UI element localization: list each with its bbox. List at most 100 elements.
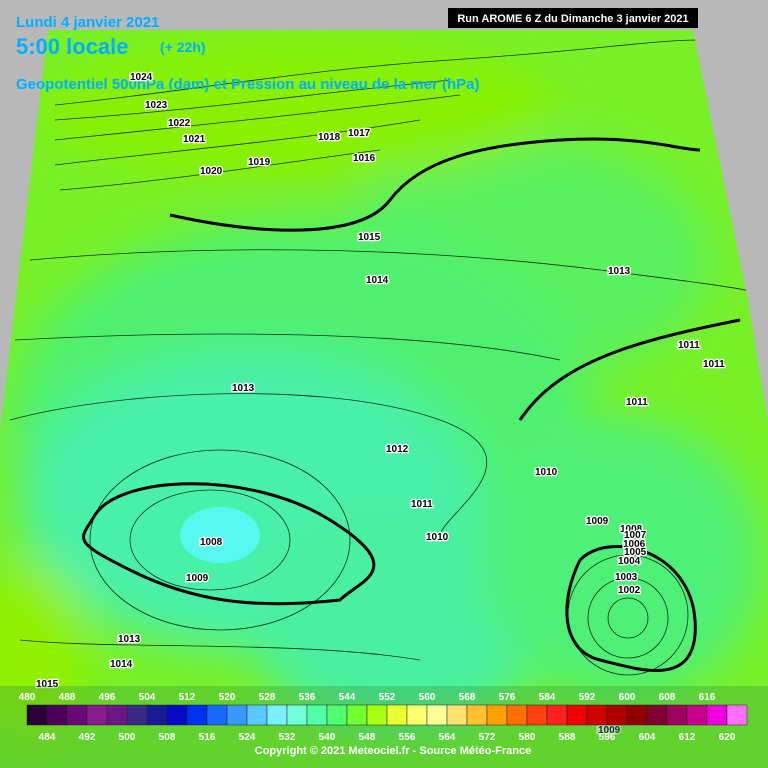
legend-label: 580: [519, 732, 536, 743]
legend-label: 508: [159, 732, 176, 743]
isobar-label: 1010: [426, 532, 449, 543]
legend-label: 536: [299, 692, 316, 703]
copyright: Copyright © 2021 Meteociel.fr - Source M…: [255, 745, 531, 757]
isobar-label: 1012: [386, 444, 409, 455]
legend-label: 492: [79, 732, 96, 743]
legend-swatch: [386, 704, 408, 726]
legend-swatch: [286, 704, 308, 726]
legend-label: 512: [179, 692, 196, 703]
isobar-label: 1011: [678, 340, 700, 351]
legend-swatch: [466, 704, 488, 726]
legend-swatch: [506, 704, 528, 726]
isobar-label: 1016: [353, 153, 376, 164]
legend-swatch: [426, 704, 448, 726]
isobar-label: 1011: [703, 359, 725, 370]
legend-label: 528: [259, 692, 276, 703]
isobar-label: 1008: [620, 524, 643, 535]
legend-swatch: [566, 704, 588, 726]
isobar-label: 1009: [186, 573, 209, 584]
isobar-label: 1008: [200, 537, 223, 548]
legend-label: 568: [459, 692, 476, 703]
legend-label: 516: [199, 732, 216, 743]
legend-label: 524: [239, 732, 256, 743]
isobar-label: 1002: [618, 585, 641, 596]
legend-swatch: [706, 704, 728, 726]
isobar-label: 1024: [130, 72, 153, 83]
legend-label: 544: [339, 692, 356, 703]
legend-label: 560: [419, 692, 436, 703]
legend-swatch: [526, 704, 548, 726]
legend-swatch: [66, 704, 88, 726]
legend-label: 612: [679, 732, 696, 743]
legend-swatch: [86, 704, 108, 726]
legend-swatch: [266, 704, 288, 726]
isobar-label: 1018: [318, 132, 341, 143]
isobar-label: 1014: [110, 659, 133, 670]
isobar-label: 1006: [623, 539, 646, 550]
legend-label: 608: [659, 692, 676, 703]
legend-label: 480: [19, 692, 36, 703]
isobar-label: 1003: [615, 572, 638, 583]
legend-swatch: [206, 704, 228, 726]
legend-label: 600: [619, 692, 636, 703]
isobar-label: 1013: [118, 634, 141, 645]
isobar-label: 1019: [248, 157, 271, 168]
isobar-label: 1017: [348, 128, 371, 139]
legend-swatch: [486, 704, 508, 726]
legend-swatch: [186, 704, 208, 726]
legend-swatch: [366, 704, 388, 726]
legend-label: 572: [479, 732, 496, 743]
date: Lundi 4 janvier 2021: [16, 14, 159, 31]
legend-swatch: [326, 704, 348, 726]
legend-swatch: [106, 704, 128, 726]
legend-band: [0, 686, 768, 768]
legend-label: 556: [399, 732, 416, 743]
legend-label: 504: [139, 692, 156, 703]
isobar-label: 1023: [145, 100, 168, 111]
isobar-label: 1013: [608, 266, 631, 277]
legend-label: 532: [279, 732, 296, 743]
legend-label: 620: [719, 732, 736, 743]
legend-swatch: [646, 704, 668, 726]
run-box: [448, 8, 698, 28]
legend-label: 564: [439, 732, 456, 743]
legend-label: 520: [219, 692, 236, 703]
isobar-label: 1005: [624, 547, 647, 558]
legend-swatch: [26, 704, 48, 726]
isobar-label: 1020: [200, 166, 223, 177]
legend-label: 488: [59, 692, 76, 703]
isobar-label: 1015: [36, 679, 59, 690]
legend-label: 604: [639, 732, 656, 743]
isobar-label: 1011: [626, 397, 648, 408]
legend-swatch: [146, 704, 168, 726]
legend-swatch: [446, 704, 468, 726]
isobar-label: 1007: [624, 530, 647, 541]
legend-swatch: [686, 704, 708, 726]
isobar-label: 1015: [358, 232, 381, 243]
legend-label: 500: [119, 732, 136, 743]
legend-swatch: [606, 704, 628, 726]
legend-label: 596: [599, 732, 616, 743]
legend-swatch: [46, 704, 68, 726]
isobar-label: 1004: [618, 556, 641, 567]
isobar-label: 1011: [411, 499, 433, 510]
legend-label: 540: [319, 732, 336, 743]
legend-label: 552: [379, 692, 396, 703]
legend-swatch: [306, 704, 328, 726]
legend-label: 548: [359, 732, 376, 743]
legend: 480 484 488 492 496 500 504 508 512 516 520 524 528 5…: [19, 692, 748, 743]
legend-swatch: [126, 704, 148, 726]
legend-swatch: [726, 704, 748, 726]
header: Lundi 4 janvier 2021 5:00 locale (+ 22h)…: [16, 8, 698, 93]
isobar-label: 1021: [183, 134, 206, 145]
legend-label: 616: [699, 692, 716, 703]
isobar-label: 1014: [366, 275, 389, 286]
legend-swatch: [586, 704, 608, 726]
legend-swatch: [406, 704, 428, 726]
subtitle: Geopotentiel 500hPa (dam) et Pression au…: [16, 76, 479, 93]
legend-swatch: [346, 704, 368, 726]
isobar-label: 1013: [232, 383, 255, 394]
isobar-label: 1022: [168, 118, 191, 129]
